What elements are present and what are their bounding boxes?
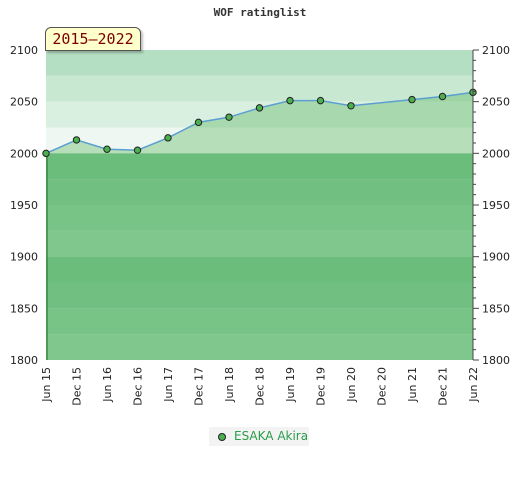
series-area	[46, 92, 473, 360]
data-point	[255, 104, 264, 112]
data-point	[194, 118, 203, 127]
legend[interactable]: ESAKA Akira	[209, 427, 309, 446]
x-tick-label: Dec 18	[254, 367, 267, 406]
y-tick-label-left: 1950	[10, 199, 38, 212]
data-point	[133, 146, 142, 154]
y-tick-label-left: 1850	[10, 302, 38, 315]
x-tick-label: Dec 15	[71, 367, 84, 406]
x-tick-label: Dec 17	[193, 367, 206, 406]
x-tick-label: Dec 16	[132, 367, 145, 406]
x-tick-label: Jun 19	[284, 367, 297, 403]
y-tick-label-right: 2000	[482, 147, 510, 160]
x-tick-label: Jun 15	[40, 367, 53, 403]
legend-label: ESAKA Akira	[234, 429, 309, 443]
y-tick-label-right: 2050	[482, 96, 510, 109]
y-tick-label-left: 1800	[10, 354, 38, 367]
x-tick-label: Jun 16	[101, 367, 114, 403]
y-tick-label-right: 1800	[482, 354, 510, 367]
data-point	[438, 92, 447, 101]
y-tick-label-left: 1900	[10, 251, 38, 264]
legend-marker	[218, 433, 226, 441]
background-band	[46, 256, 473, 283]
x-tick-label: Jun 17	[162, 367, 175, 403]
y-tick-label-left: 2000	[10, 147, 38, 160]
background-band	[46, 308, 473, 335]
chart-title: WOF ratinglist	[213, 6, 307, 19]
y-tick-label-left: 2050	[10, 96, 38, 109]
y-tick-label-right: 1950	[482, 199, 510, 212]
x-tick-label: Jun 21	[406, 367, 419, 403]
y-tick-label-right: 1850	[482, 302, 510, 315]
x-tick-label: Jun 20	[345, 367, 358, 403]
y-tick-label-right: 2100	[482, 44, 510, 57]
series-line	[45, 91, 474, 155]
background-band	[46, 153, 473, 180]
data-point	[225, 113, 233, 121]
data-point	[316, 96, 325, 105]
data-point	[72, 136, 81, 144]
y-tick-label-right: 1900	[482, 251, 510, 264]
background-band	[46, 334, 473, 360]
x-tick-label: Jun 18	[223, 367, 236, 403]
data-point	[103, 145, 111, 153]
background-band	[46, 75, 473, 102]
data-point	[164, 134, 172, 142]
background-band	[46, 50, 473, 76]
background-band	[46, 205, 473, 231]
x-tick-label: Dec 20	[376, 367, 389, 406]
background-band	[46, 179, 473, 205]
period-badge: 2015–2022	[45, 27, 141, 51]
data-point	[42, 149, 50, 158]
data-point	[347, 102, 355, 110]
data-point	[408, 95, 416, 104]
x-tick-label: Jun 22	[467, 367, 480, 403]
x-tick-label: Dec 21	[437, 367, 450, 406]
background-band	[46, 230, 473, 257]
y-tick-label-left: 2100	[10, 44, 38, 57]
background-band	[46, 282, 473, 309]
data-point	[286, 96, 294, 105]
x-tick-label: Dec 19	[315, 367, 328, 406]
